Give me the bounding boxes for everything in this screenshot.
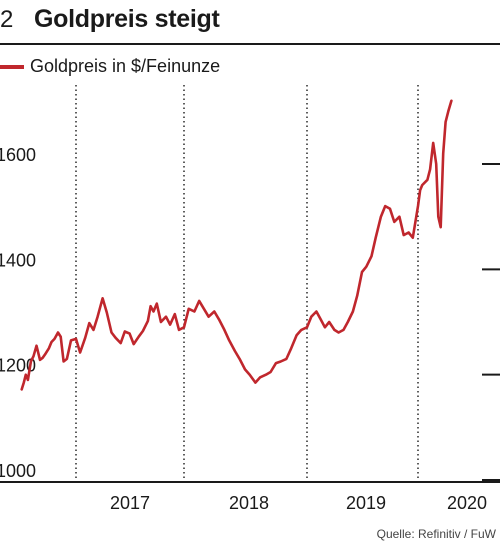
legend-swatch xyxy=(0,65,24,69)
chart-number: 2 xyxy=(0,6,14,33)
y-tick-label-1600: 1600 xyxy=(0,145,36,165)
source-note: Quelle: Refinitiv / FuW xyxy=(376,527,496,541)
legend-label: Goldpreis in $/Feinunze xyxy=(30,56,221,76)
y-tick-label-1200: 1200 xyxy=(0,356,36,376)
series-line-gold-price xyxy=(20,99,453,391)
y-axis: 1000 1200 1400 1600 xyxy=(0,145,500,481)
chart-header: 2 Goldpreis steigt xyxy=(0,0,500,44)
x-tick-label-2017: 2017 xyxy=(110,493,150,513)
y-tick-label-1000: 1000 xyxy=(0,461,36,481)
x-tick-label-2018: 2018 xyxy=(229,493,269,513)
x-tick-label-2020: 2020 xyxy=(447,493,487,513)
x-axis: 2017 2018 2019 2020 xyxy=(110,493,487,513)
header-rule xyxy=(0,43,500,45)
grid xyxy=(0,85,500,483)
series-layer xyxy=(20,99,453,391)
chart-title: Goldpreis steigt xyxy=(34,5,220,33)
x-tick-label-2019: 2019 xyxy=(346,493,386,513)
y-tick-label-1400: 1400 xyxy=(0,250,36,270)
